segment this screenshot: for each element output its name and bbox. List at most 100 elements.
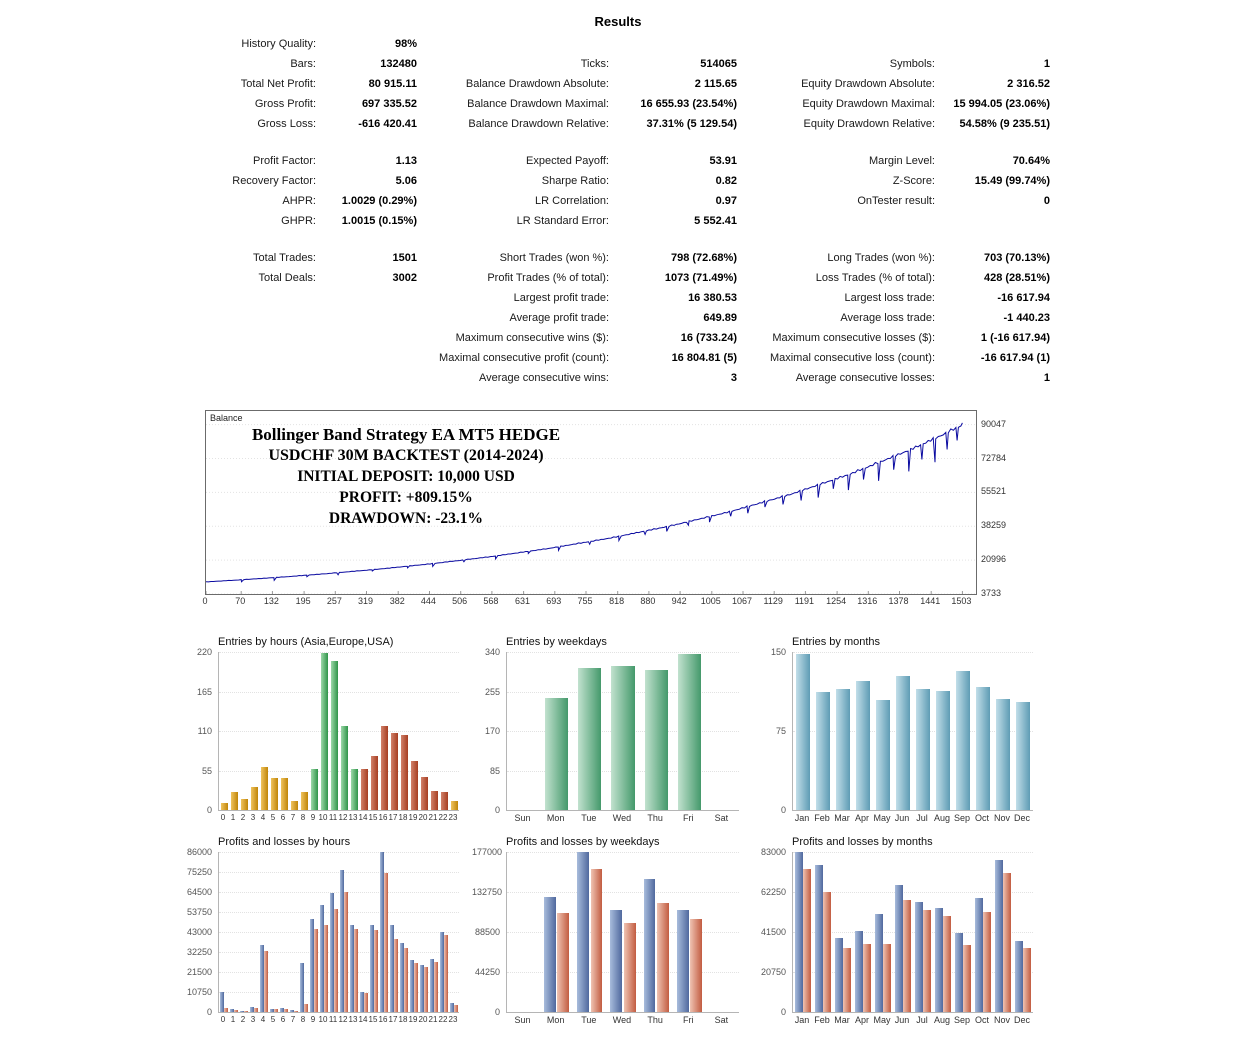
bar-entries_by_hours-18 [400, 735, 408, 810]
bar-profit-Oct [975, 898, 983, 1012]
y-tick-label: 177000 [472, 847, 503, 857]
x-tick-label: 9 [310, 813, 316, 822]
bar-loss-3 [254, 1008, 258, 1012]
y-tick-label: 0 [494, 805, 500, 815]
chart-pl_by_hours: Profits and losses by hours 0 10750 21500 32… [184, 836, 459, 1024]
x-tick-label: 21 [428, 813, 438, 822]
y-tick-label: 132750 [472, 887, 503, 897]
chart-title: Profits and losses by weekdays [506, 836, 660, 848]
bar-profit-22 [440, 932, 444, 1012]
y-tick-label: 62250 [760, 887, 786, 897]
gridline [793, 972, 1033, 973]
balance-x-tick-label: 1441 [920, 596, 941, 606]
stat-label: Z-Score: [892, 175, 935, 187]
y-tick-label: 110 [197, 726, 212, 736]
balance-chart: Balance Bollinger Band Strategy EA MT5 H… [205, 410, 977, 595]
balance-x-tick-label: 70 [235, 596, 246, 606]
gridline [219, 972, 459, 973]
bar-loss-7 [294, 1011, 298, 1012]
x-tick-label: 10 [318, 813, 328, 822]
bar-loss-13 [354, 929, 358, 1012]
stat-value: 0.97 [715, 195, 737, 207]
chart-entries_by_weekdays: Entries by weekdays 0 85 170 255 340 Sun Mon Tue… [472, 636, 739, 823]
stat-label: Sharpe Ratio: [541, 175, 609, 187]
bar-profit-2 [240, 1011, 244, 1012]
bar-entries_by_months-Feb [816, 692, 830, 810]
balance-x-tick-label: 1316 [857, 596, 878, 606]
bar-entries_by_hours-15 [370, 756, 378, 810]
stat-value: 98% [394, 38, 417, 50]
balance-x-tick-label: 880 [640, 596, 656, 606]
stat-value: 80 915.11 [368, 78, 417, 90]
x-tick-label: Sun [514, 813, 531, 823]
chart-entries_by_months: Entries by months 0 75 150 Jan Feb Mar Apr May Ju… [758, 636, 1033, 823]
stat-value: 1.0029 (0.29%) [341, 195, 417, 207]
balance-line-plot [206, 422, 976, 594]
x-tick-label: Nov [993, 813, 1010, 823]
stat-label: Maximum consecutive losses ($): [772, 332, 935, 344]
x-tick-label: Jan [794, 1015, 810, 1025]
x-tick-label: 21 [428, 1015, 438, 1024]
stat-label: Maximum consecutive wins ($): [455, 332, 609, 344]
bar-profit-Tue [577, 852, 590, 1012]
bar-entries_by_hours-1 [230, 792, 238, 810]
gridline [793, 652, 1033, 653]
bar-entries_by_months-Jun [896, 676, 910, 810]
stat-label: Maximal consecutive profit (count): [439, 352, 609, 364]
x-tick-label: Apr [854, 813, 869, 823]
x-tick-label: Mar [834, 813, 850, 823]
stat-label: Gross Profit: [254, 98, 316, 110]
bar-profit-3 [250, 1007, 254, 1012]
x-tick-label: 5 [270, 813, 276, 822]
bar-loss-May [883, 944, 891, 1012]
overlay-profit: PROFIT: +809.15% [339, 489, 473, 506]
x-tick-label: Nov [993, 1015, 1010, 1025]
y-tick-label: 75250 [186, 867, 212, 877]
bar-profit-Dec [1015, 941, 1023, 1012]
x-tick-label: 15 [368, 813, 378, 822]
stat-value: 70.64% [1012, 155, 1050, 167]
stat-value: 54.58% (9 235.51) [959, 118, 1050, 130]
y-tick-label: 165 [196, 686, 212, 697]
stat-value: 0 [1043, 195, 1050, 207]
bar-profit-4 [260, 945, 264, 1012]
x-tick-label: Fri [682, 813, 694, 823]
balance-y-tick-label: 38259 [981, 520, 1007, 531]
gridline [219, 852, 459, 853]
bar-profit-6 [280, 1008, 284, 1012]
stat-value: -616 420.41 [358, 118, 417, 130]
stat-label: Average consecutive wins: [478, 372, 609, 384]
x-tick-label: Jul [916, 1015, 928, 1025]
x-tick-label: 11 [328, 1015, 338, 1024]
stat-label: Average profit trade: [509, 312, 609, 324]
x-tick-label: Sun [514, 1015, 531, 1025]
balance-x-tick-label: 568 [483, 596, 499, 606]
bar-entries_by_hours-8 [300, 792, 308, 810]
gridline [793, 852, 1033, 853]
bar-profit-14 [360, 992, 364, 1012]
stat-value: -16 617.94 [997, 292, 1050, 304]
gridline [219, 932, 459, 933]
bar-loss-15 [374, 930, 378, 1012]
x-tick-label: 6 [280, 1015, 286, 1024]
bar-profit-20 [420, 965, 424, 1012]
gridline [219, 992, 459, 993]
gridline [793, 932, 1033, 933]
x-tick-label: Aug [933, 813, 950, 823]
balance-x-tick-label: 1005 [700, 596, 721, 606]
x-tick-label: Aug [933, 1015, 950, 1025]
bar-loss-10 [324, 925, 328, 1012]
x-tick-label: 13 [348, 1015, 358, 1024]
gridline [219, 731, 459, 732]
stat-label: Recovery Factor: [232, 175, 316, 187]
bar-loss-Sep [963, 945, 971, 1012]
x-tick-label: 9 [310, 1015, 316, 1024]
x-tick-label: May [873, 813, 891, 823]
x-tick-label: 1 [230, 1015, 236, 1024]
bar-loss-9 [314, 929, 318, 1012]
x-tick-label: 14 [358, 1015, 368, 1024]
y-tick-label: 64500 [186, 887, 212, 897]
gridline [793, 892, 1033, 893]
x-tick-label: 19 [408, 813, 418, 822]
x-tick-label: Wed [612, 813, 632, 823]
